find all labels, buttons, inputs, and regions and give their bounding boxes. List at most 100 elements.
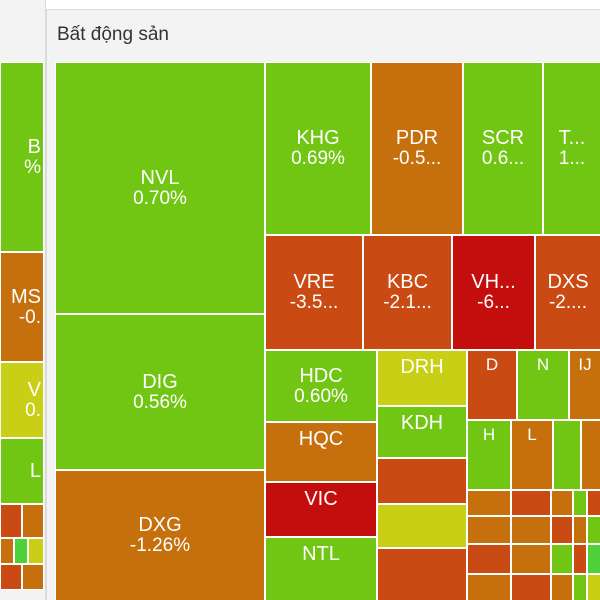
tile-h[interactable]: H <box>467 420 511 490</box>
tile-vre[interactable]: VRE -3.5... <box>265 235 363 350</box>
tile-unlabeled[interactable] <box>467 574 511 600</box>
tile-unlabeled[interactable] <box>511 516 551 544</box>
tile-vh[interactable]: VH... -6... <box>452 235 535 350</box>
tile-kbc[interactable]: KBC -2.1... <box>363 235 452 350</box>
tile-unlabeled[interactable] <box>467 544 511 574</box>
left-tile-mini[interactable] <box>14 538 28 564</box>
tile-label: H <box>482 425 496 444</box>
tile-unlabeled[interactable] <box>511 574 551 600</box>
tile-khg[interactable]: KHG 0.69% <box>265 62 371 235</box>
tile-change: -1.26% <box>129 535 191 557</box>
tile-unlabeled[interactable] <box>377 548 467 600</box>
tile-nvl[interactable]: NVL 0.70% <box>55 62 265 314</box>
tile-change: 0.70% <box>133 187 187 209</box>
tile-change: -0.5... <box>392 148 442 170</box>
tile-unlabeled[interactable] <box>467 516 511 544</box>
tile-change: -2.... <box>548 292 587 314</box>
tile-label: VRE <box>293 271 335 294</box>
tile-hqc[interactable]: HQC <box>265 422 377 482</box>
tile-unlabeled[interactable] <box>551 544 573 574</box>
tile-unlabeled[interactable] <box>581 420 600 490</box>
tile-unlabeled[interactable] <box>377 458 467 504</box>
tile-label: PDR <box>395 127 439 150</box>
tile-unlabeled[interactable] <box>573 516 587 544</box>
tile-unlabeled[interactable] <box>587 516 600 544</box>
tile-label: IJ <box>578 355 592 374</box>
tile-drh[interactable]: DRH <box>377 350 467 406</box>
tile-unlabeled[interactable] <box>551 574 573 600</box>
left-tile-mini[interactable] <box>0 504 22 538</box>
tile-l[interactable]: L <box>511 420 553 490</box>
tile-label: SCR <box>481 127 525 150</box>
tile-unlabeled[interactable] <box>573 544 587 574</box>
tile-scr[interactable]: SCR 0.6... <box>463 62 543 235</box>
tile-label: L <box>527 425 537 444</box>
tile-label: VIC <box>304 488 338 510</box>
tile-label: DXS <box>547 271 589 294</box>
tile-label: HQC <box>298 428 344 450</box>
tile-change: 0.60% <box>294 385 348 407</box>
tile-t[interactable]: T... 1... <box>543 62 600 235</box>
tile-unlabeled[interactable] <box>587 574 600 600</box>
left-tile-mini[interactable] <box>0 564 22 590</box>
tile-dig[interactable]: DIG 0.56% <box>55 314 265 470</box>
left-tile-ms[interactable]: MS -0. <box>0 252 44 362</box>
tile-vic[interactable]: VIC <box>265 482 377 537</box>
tile-unlabeled[interactable] <box>587 544 600 574</box>
tile-ij[interactable]: IJ <box>569 350 600 420</box>
tile-unlabeled[interactable] <box>573 574 587 600</box>
left-tile-mini[interactable] <box>0 538 14 564</box>
tile-unlabeled[interactable] <box>511 490 551 516</box>
tile-unlabeled[interactable] <box>511 544 551 574</box>
tile-label: V <box>27 378 41 401</box>
tile-label: L <box>29 460 41 482</box>
tile-unlabeled[interactable] <box>551 490 573 516</box>
tile-ntl[interactable]: NTL <box>265 537 377 600</box>
tile-label: DRH <box>400 356 444 378</box>
tile-label: DXG <box>138 514 182 537</box>
tile-label: HDC <box>299 364 343 387</box>
left-heatmap: B % MS -0. V 0. L <box>0 62 44 590</box>
left-tile-b[interactable]: B % <box>0 62 44 252</box>
tile-hdc[interactable]: HDC 0.60% <box>265 350 377 422</box>
tile-unlabeled[interactable] <box>587 490 600 516</box>
tile-unlabeled[interactable] <box>377 504 467 548</box>
tile-label: VH... <box>471 271 516 294</box>
tile-label: N <box>536 355 550 374</box>
tile-n[interactable]: N <box>517 350 569 420</box>
real-estate-panel: Bất động sản NVL 0.70% DIG 0.56% DXG -1.… <box>46 9 600 600</box>
left-tile-mini[interactable] <box>28 538 44 564</box>
tile-label: B <box>27 135 41 158</box>
tile-change: 0.6... <box>481 148 525 170</box>
tile-unlabeled[interactable] <box>551 516 573 544</box>
left-tile-mini[interactable] <box>22 504 44 538</box>
tile-change: -2.1... <box>383 292 432 314</box>
tile-label: T... <box>558 127 586 150</box>
tile-change: -0. <box>18 306 41 328</box>
tile-d[interactable]: D <box>467 350 517 420</box>
tile-label: KDH <box>400 412 444 434</box>
tile-dxs[interactable]: DXS -2.... <box>535 235 600 350</box>
tile-change: 0.69% <box>291 148 345 170</box>
tile-label: KHG <box>296 127 340 150</box>
left-tile-mini[interactable] <box>22 564 44 590</box>
tile-dxg[interactable]: DXG -1.26% <box>55 470 265 600</box>
tile-unlabeled[interactable] <box>573 490 587 516</box>
tile-change: 1... <box>558 148 586 170</box>
tile-unlabeled[interactable] <box>467 490 511 516</box>
real-estate-heatmap: NVL 0.70% DIG 0.56% DXG -1.26% KHG 0.69%… <box>55 62 600 600</box>
panel-title: Bất động sản <box>57 24 169 45</box>
tile-label: NTL <box>302 543 340 565</box>
tile-label: D <box>485 355 499 374</box>
tile-change: 0. <box>25 399 41 421</box>
left-tile-l[interactable]: L <box>0 438 44 504</box>
tile-change: 0.56% <box>133 391 187 413</box>
tile-unlabeled[interactable] <box>553 420 581 490</box>
tile-kdh[interactable]: KDH <box>377 406 467 458</box>
tile-label: KBC <box>386 271 429 294</box>
tile-label: DIG <box>142 370 178 393</box>
tile-pdr[interactable]: PDR -0.5... <box>371 62 463 235</box>
left-tile-v[interactable]: V 0. <box>0 362 44 438</box>
tile-change: -3.5... <box>289 292 339 314</box>
left-sector-panel: B % MS -0. V 0. L <box>0 0 46 600</box>
